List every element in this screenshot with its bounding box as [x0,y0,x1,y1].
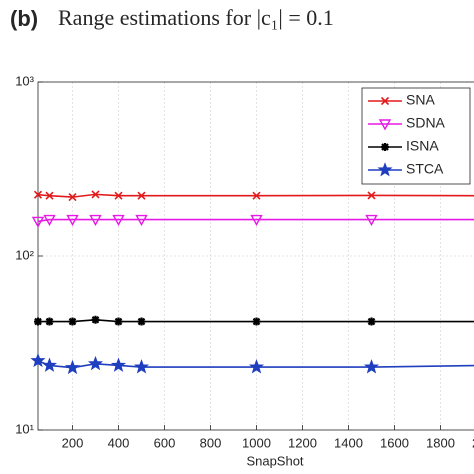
marker [91,315,100,324]
legend-label: STCA [406,161,444,177]
marker [252,317,261,326]
marker [367,191,376,200]
x-tick-label: 200 [62,435,84,450]
marker [114,191,123,200]
marker [89,214,102,226]
chart-title: Range estimations for |c₁| = 0.1 [58,5,334,30]
marker [45,317,54,326]
panel-label: (b) [10,6,38,31]
x-tick-label: 1000 [242,435,271,450]
legend-label: SNA [406,92,435,108]
series-line [37,218,474,223]
marker [137,317,146,326]
x-tick-label: 600 [154,435,176,450]
marker [363,359,380,374]
marker [252,191,261,200]
marker [68,317,77,326]
x-tick-label: 2000 [472,435,474,450]
x-tick-label: 1200 [288,435,317,450]
marker [87,355,104,371]
marker [250,214,263,226]
marker [34,317,42,326]
plot-frame [37,81,474,431]
marker [41,357,58,372]
marker [110,357,127,372]
marker [30,352,46,368]
x-tick-label: 1400 [334,435,363,450]
x-tick-label: 1600 [380,435,409,450]
y-tick-label: 10¹ [15,421,34,436]
marker [381,143,389,151]
marker [31,216,45,228]
x-tick-label: 800 [200,435,222,450]
marker [64,359,81,375]
legend: SNA SDNA ISNA STCA [361,87,471,185]
marker [114,317,123,326]
marker [66,214,79,226]
marker [380,96,390,106]
marker [112,214,125,226]
legend-label: ISNA [406,138,439,154]
marker [248,359,265,374]
legend-label: SDNA [406,115,446,131]
marker [43,214,56,226]
marker [91,190,100,199]
marker [137,191,146,200]
marker [135,214,148,226]
marker [365,214,378,226]
marker [68,193,77,202]
x-tick-label: 400 [108,435,130,450]
marker [367,317,376,326]
marker [45,191,54,200]
marker [133,359,150,374]
marker [33,190,43,199]
y-tick-label: 10² [15,247,34,262]
marker [377,162,393,177]
y-tick-label: 10³ [15,73,34,88]
x-tick-label: 1800 [426,435,455,450]
x-axis-label: SnapShot [246,453,303,468]
marker [378,119,392,131]
